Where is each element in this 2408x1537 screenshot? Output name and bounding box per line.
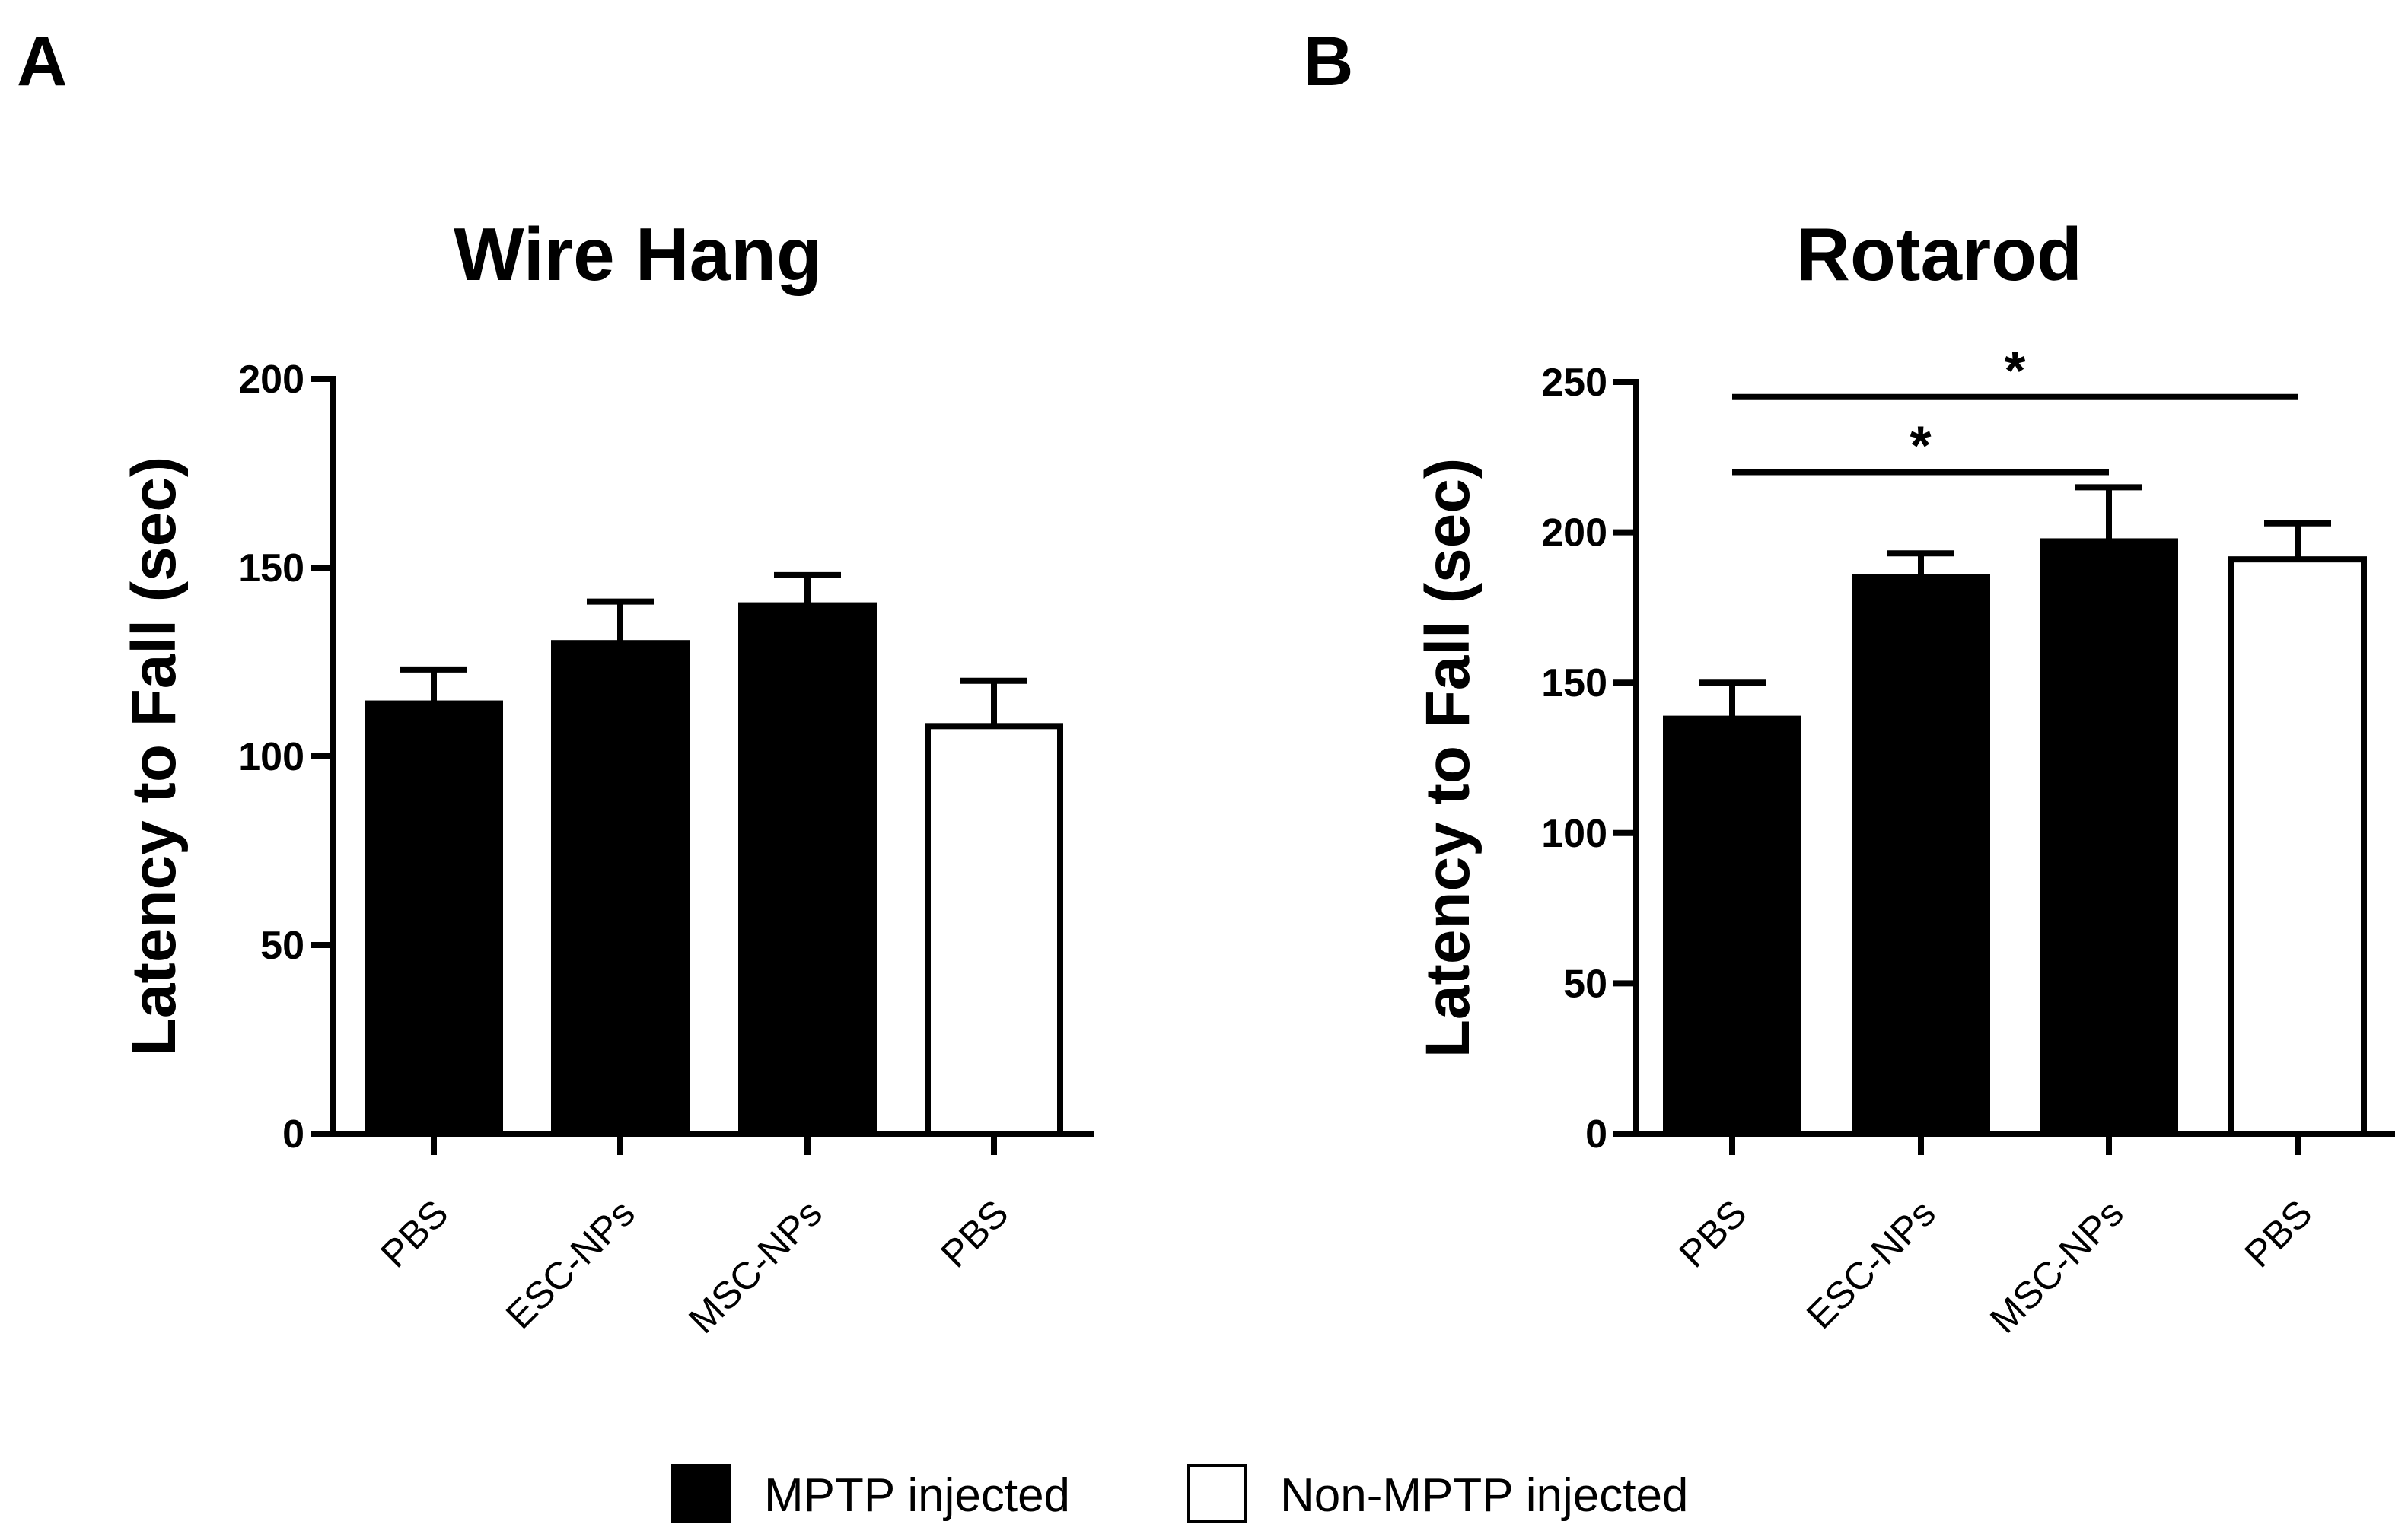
panel-a-wire-hang: A Wire Hang Latency to Fall (sec) 0 50 100 15… [17, 23, 1094, 1341]
panel-a-bar-3 [925, 723, 1063, 1137]
panel-b-significance-star-0: * [2004, 341, 2025, 402]
panel-a-y-tick-label-4: 200 [238, 358, 304, 402]
panel-a-category-label-1: ESC-NPs [498, 1192, 643, 1337]
panel-a-letter: A [17, 23, 67, 100]
panel-b-y-tick-label-0: 0 [1585, 1112, 1607, 1157]
panel-b-y-tick-label-2: 100 [1541, 812, 1607, 856]
panel-b-bar-3 [2228, 556, 2367, 1137]
panel-a-y-tick-label-3: 150 [238, 546, 304, 590]
panel-a-bar-1 [551, 640, 690, 1137]
legend-label-mptp: MPTP injected [764, 1469, 1070, 1522]
panel-b-bar-2 [2040, 538, 2178, 1137]
panel-b-rotarod: B Rotarod Latency to Fall (sec) 0 50 100 150 2… [1303, 23, 2395, 1341]
panel-b-category-label-1: ESC-NPs [1798, 1192, 1944, 1337]
panel-b-title: Rotarod [1796, 212, 2082, 296]
panel-b-bar-0 [1663, 715, 1801, 1137]
panel-a-category-label-2: MSC-NPs [680, 1192, 830, 1341]
panel-b-category-label-3: PBS [2236, 1192, 2320, 1275]
panel-a-category-label-0: PBS [372, 1192, 456, 1275]
panel-a-bar-0 [365, 700, 503, 1137]
panel-b-category-label-0: PBS [1671, 1192, 1754, 1275]
panel-b-y-tick-label-3: 150 [1541, 661, 1607, 705]
panel-b-y-tick-label-5: 250 [1541, 361, 1607, 405]
legend-swatch-non-mptp [1187, 1464, 1247, 1523]
panel-b-y-axis-title: Latency to Fall (sec) [1413, 458, 1483, 1058]
panel-b-y-tick-label-4: 200 [1541, 511, 1607, 555]
panel-a-y-axis-title: Latency to Fall (sec) [119, 457, 189, 1056]
panel-b-y-tick-label-1: 50 [1563, 962, 1607, 1006]
panel-a-y-tick-label-1: 50 [260, 924, 304, 968]
legend-label-non-mptp: Non-MPTP injected [1280, 1469, 1688, 1522]
panel-b-letter: B [1303, 23, 1353, 100]
panel-b-bar-1 [1852, 574, 1990, 1137]
panel-a-category-label-3: PBS [932, 1192, 1016, 1275]
legend-swatch-mptp [671, 1464, 731, 1523]
panel-a-y-tick-label-2: 100 [238, 735, 304, 779]
panel-b-significance-star-1: * [1910, 416, 1931, 477]
panel-a-bar-2 [738, 602, 877, 1137]
panel-b-category-label-2: MSC-NPs [1982, 1192, 2132, 1341]
panel-a-title: Wire Hang [454, 212, 822, 296]
panel-a-y-tick-label-0: 0 [282, 1112, 304, 1157]
legend: MPTP injected Non-MPTP injected [671, 1464, 1688, 1523]
